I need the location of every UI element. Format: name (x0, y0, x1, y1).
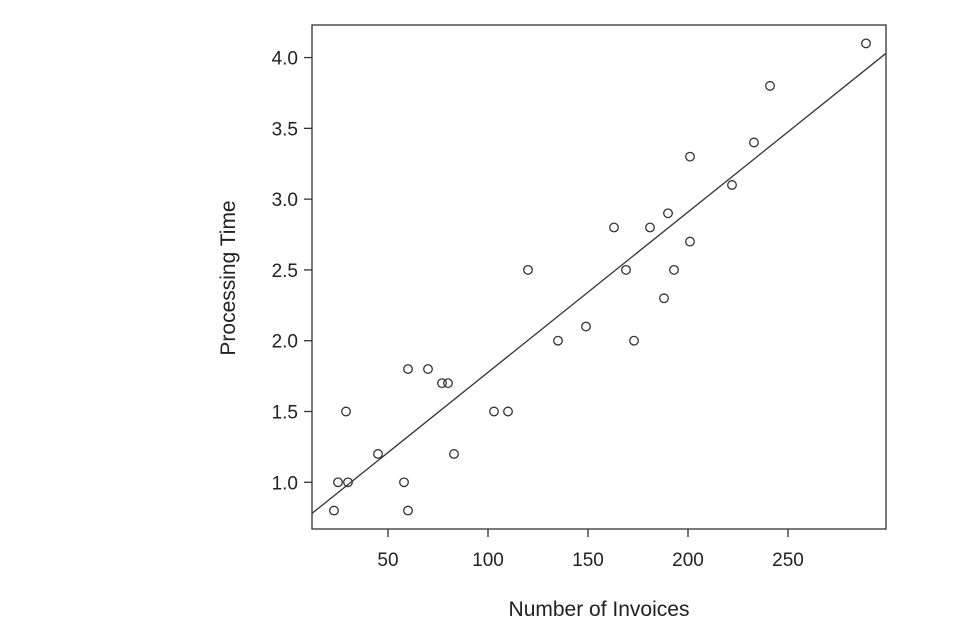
y-tick-label: 1.5 (272, 402, 298, 423)
data-point (663, 208, 673, 219)
data-point (437, 378, 447, 389)
x-tick-label: 250 (772, 550, 804, 571)
data-point (403, 364, 413, 374)
x-tick-label: 200 (672, 550, 704, 571)
data-point (373, 449, 383, 459)
data-point (399, 477, 409, 488)
data-point (629, 335, 639, 346)
x-tick-label: 50 (377, 550, 398, 571)
y-tick-label: 3.0 (272, 190, 298, 211)
y-tick-label: 4.0 (272, 49, 298, 70)
regression-line (311, 52, 887, 514)
y-tick-label: 2.0 (272, 332, 298, 353)
data-point (333, 477, 343, 488)
data-point (443, 378, 453, 389)
data-point (449, 449, 459, 459)
data-point (523, 264, 533, 275)
data-point (341, 406, 351, 417)
x-axis-label: Number of Invoices (509, 598, 690, 621)
y-tick-label: 1.0 (272, 473, 298, 494)
x-tick-label: 150 (572, 550, 604, 571)
data-point (621, 264, 631, 275)
data-point (659, 293, 669, 304)
y-tick-label: 3.5 (272, 119, 298, 140)
x-axis: 50 100 150 200 250 (377, 529, 804, 571)
data-point (669, 264, 679, 275)
data-point (489, 406, 499, 417)
data-point (645, 222, 655, 233)
data-point (609, 222, 619, 233)
y-axis-label: Processing Time (217, 200, 240, 355)
data-point (403, 505, 413, 516)
data-point (749, 137, 759, 148)
data-point (861, 38, 871, 49)
plot-frame (311, 24, 887, 530)
data-point (685, 151, 695, 162)
data-point (765, 80, 775, 91)
data-point (727, 180, 737, 190)
data-point (581, 321, 591, 332)
data-point (329, 505, 339, 516)
data-point (503, 406, 513, 417)
y-axis: 1.0 1.5 2.0 2.5 3.0 3.5 4.0 (272, 49, 312, 494)
x-tick-label: 100 (472, 550, 504, 571)
data-point (343, 477, 353, 488)
data-point (423, 364, 433, 374)
data-point (685, 236, 695, 247)
y-tick-label: 2.5 (272, 261, 298, 282)
data-point (553, 335, 563, 346)
data-points (329, 38, 871, 516)
